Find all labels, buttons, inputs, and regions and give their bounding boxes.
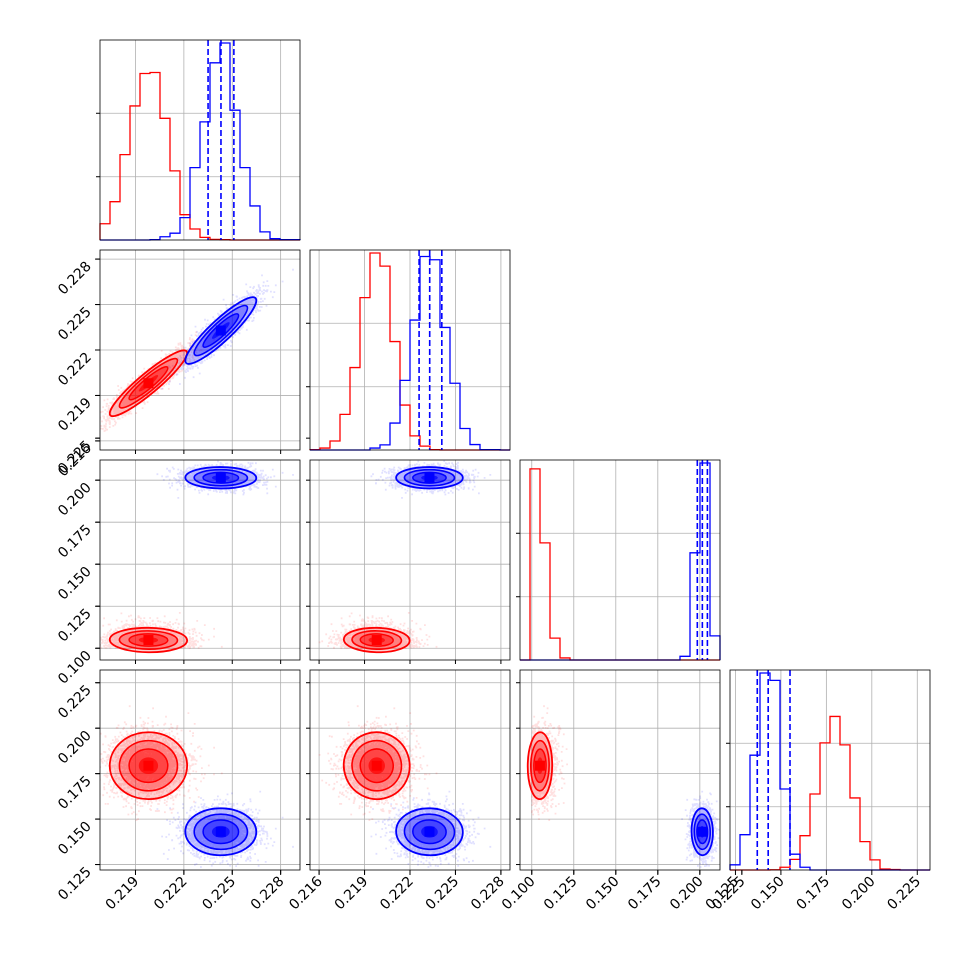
density-peak-series-1 (143, 378, 154, 389)
panel-frame (99, 39, 301, 241)
y-tick-label-row-3: 0.200 (55, 480, 95, 520)
density-peak-series-2 (424, 472, 435, 483)
histogram-panel-1 (96, 39, 301, 241)
panel-frame (99, 459, 301, 661)
x-tick-label-col-2: 0.222 (377, 874, 417, 914)
histogram-panel-2 (306, 249, 511, 451)
density-peak-series-2 (215, 826, 226, 837)
x-tick-label-col-2: 0.219 (332, 874, 372, 914)
x-tick-label-col-1: 0.222 (151, 874, 191, 914)
panel-frame (519, 669, 721, 871)
y-tick-label-row-3: 0.150 (55, 564, 95, 604)
y-tick-label-row-2: 0.225 (55, 304, 95, 344)
histogram-panel-3 (516, 459, 721, 661)
panel-frame (729, 669, 931, 871)
density-peak-series-1 (143, 760, 154, 771)
density-peak-series-2 (697, 826, 708, 837)
panel-frame (99, 669, 301, 871)
scatter-panel-4-2 (310, 670, 510, 870)
histogram-panel-4 (726, 669, 931, 871)
density-peak-series-2 (215, 325, 226, 336)
x-tick-label-col-4: 0.150 (748, 874, 788, 914)
x-tick-label-col-4: 0.225 (884, 874, 924, 914)
y-tick-label-row-4: 0.175 (55, 773, 95, 813)
x-tick-label-col-4: 0.175 (794, 874, 834, 914)
x-tick-label-col-3: 0.200 (667, 874, 707, 914)
density-peak-series-1 (143, 635, 154, 646)
y-tick-label-row-4: 0.200 (55, 728, 95, 768)
y-tick-label-row-3: 0.100 (55, 648, 95, 688)
panel-frame (519, 459, 721, 661)
density-peak-series-2 (424, 826, 435, 837)
y-tick-label-row-2: 0.219 (55, 395, 95, 435)
y-tick-label-row-2: 0.222 (55, 350, 95, 390)
scatter-panel-4-3 (520, 670, 720, 870)
x-tick-label-col-3: 0.150 (583, 874, 623, 914)
y-tick-label-row-3: 0.175 (55, 522, 95, 562)
x-tick-label-col-1: 0.228 (248, 874, 288, 914)
y-tick-label-row-4: 0.225 (55, 682, 95, 722)
density-peak-series-2 (215, 472, 226, 483)
scatter-panel-3-2 (310, 460, 510, 660)
x-tick-label-col-2: 0.228 (468, 874, 508, 914)
x-tick-label-col-2: 0.225 (423, 874, 463, 914)
y-tick-label-row-2: 0.228 (55, 259, 95, 299)
x-tick-label-col-3: 0.125 (541, 874, 581, 914)
x-tick-label-col-2: 0.216 (286, 873, 326, 913)
panel-frame (309, 249, 511, 451)
x-tick-label-col-3: 0.175 (625, 874, 665, 914)
histogram-step-series-2 (729, 672, 930, 871)
density-peak-series-1 (534, 760, 545, 771)
scatter-panel-3-1 (100, 460, 300, 660)
density-peak-series-1 (371, 760, 382, 771)
scatter-panel-4-1 (100, 670, 300, 870)
y-tick-label-row-4: 0.150 (55, 819, 95, 859)
y-tick-label-row-3: 0.125 (55, 606, 95, 646)
x-tick-label-col-4: 0.200 (839, 874, 879, 914)
density-peak-series-1 (371, 635, 382, 646)
scatter-panel-2-1 (100, 250, 300, 450)
x-tick-label-col-3: 0.100 (499, 874, 539, 914)
x-tick-label-col-1: 0.225 (199, 874, 239, 914)
y-tick-label-row-4: 0.125 (55, 864, 95, 904)
x-tick-label-col-1: 0.219 (103, 874, 143, 914)
